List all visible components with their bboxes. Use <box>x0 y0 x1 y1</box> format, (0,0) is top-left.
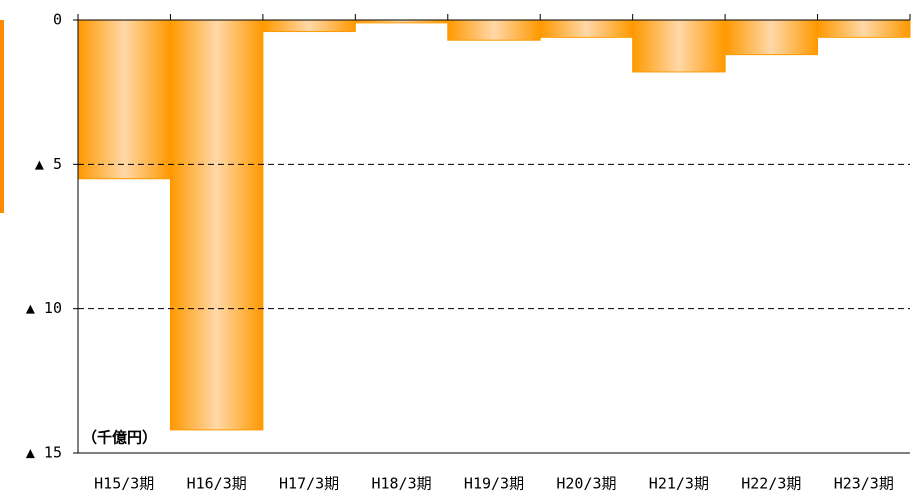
unit-annotation: （千億円） <box>82 429 157 447</box>
x-tick-label: H15/3期 <box>94 475 154 493</box>
bar <box>169 19 264 431</box>
y-tick-label: 0 <box>53 11 62 29</box>
bar <box>632 19 726 73</box>
x-tick-label: H21/3期 <box>649 475 709 493</box>
x-tick-label: H22/3期 <box>741 475 801 493</box>
y-tick-label: ▲ 15 <box>26 444 62 462</box>
x-tick-label: H20/3期 <box>556 475 616 493</box>
cropped-edge <box>0 20 4 213</box>
bar <box>262 19 356 33</box>
bar <box>724 19 819 56</box>
x-tick-label: H17/3期 <box>279 475 339 493</box>
bar <box>447 19 541 41</box>
bar <box>817 19 911 38</box>
x-tick-label: H18/3期 <box>371 475 431 493</box>
y-tick-label: ▲ 10 <box>26 299 62 317</box>
bar <box>539 19 634 38</box>
x-tick-label: H16/3期 <box>187 475 247 493</box>
x-tick-label: H19/3期 <box>464 475 524 493</box>
y-tick-label: ▲ 5 <box>35 155 62 173</box>
x-tick-label: H23/3期 <box>834 475 894 493</box>
bar <box>77 19 171 180</box>
